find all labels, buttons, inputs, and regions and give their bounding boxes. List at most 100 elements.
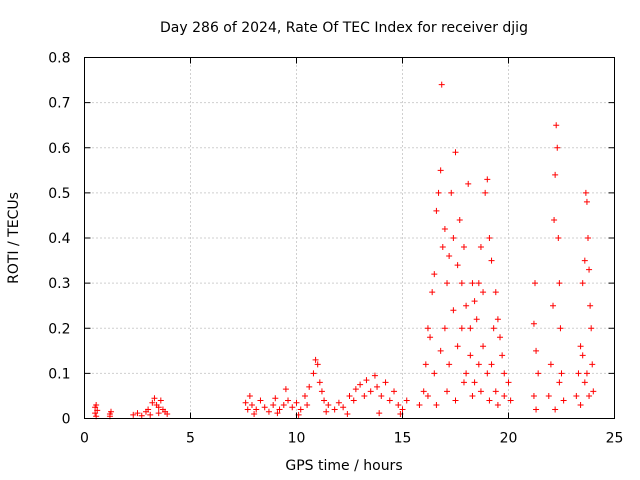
data-point bbox=[585, 235, 591, 241]
data-point bbox=[480, 343, 487, 350]
data-point bbox=[463, 302, 470, 309]
data-point bbox=[424, 392, 431, 399]
data-point bbox=[304, 401, 311, 408]
x-tick-label: 0 bbox=[80, 431, 89, 447]
data-point bbox=[367, 388, 374, 395]
data-point bbox=[289, 404, 296, 411]
data-point bbox=[386, 397, 393, 404]
data-point bbox=[437, 167, 444, 174]
x-axis-label: GPS time / hours bbox=[285, 458, 402, 474]
data-point bbox=[363, 377, 370, 384]
data-point bbox=[350, 397, 357, 404]
y-tick-label: 0.8 bbox=[48, 51, 70, 67]
data-point bbox=[552, 406, 559, 413]
data-point bbox=[361, 392, 368, 399]
data-point bbox=[94, 407, 101, 414]
data-point bbox=[488, 361, 495, 368]
data-point bbox=[282, 386, 289, 393]
data-point bbox=[157, 397, 164, 404]
data-point bbox=[494, 316, 501, 323]
grid-layer bbox=[84, 57, 615, 419]
data-point bbox=[325, 401, 332, 408]
data-point bbox=[297, 406, 304, 413]
data-point bbox=[460, 244, 467, 251]
data-point bbox=[314, 361, 321, 368]
data-point bbox=[482, 189, 489, 196]
data-point bbox=[557, 325, 564, 332]
data-point bbox=[486, 397, 493, 404]
data-point bbox=[589, 361, 596, 368]
data-point bbox=[450, 307, 457, 314]
data-point bbox=[452, 149, 459, 156]
data-point bbox=[145, 406, 152, 413]
data-point bbox=[395, 401, 402, 408]
data-point bbox=[475, 280, 482, 287]
data-point bbox=[469, 280, 476, 287]
data-point bbox=[242, 399, 249, 406]
data-point bbox=[93, 401, 100, 408]
data-point bbox=[439, 244, 446, 251]
data-point bbox=[579, 280, 586, 287]
data-point bbox=[475, 361, 482, 368]
data-point bbox=[246, 392, 253, 399]
data-point bbox=[244, 406, 251, 413]
data-point bbox=[253, 406, 260, 413]
data-point bbox=[151, 395, 158, 402]
data-point bbox=[376, 410, 383, 417]
data-point bbox=[583, 198, 590, 205]
data-point bbox=[441, 225, 448, 232]
x-tick-label: 25 bbox=[606, 431, 624, 447]
y-tick-label: 0 bbox=[62, 412, 71, 428]
data-point bbox=[130, 411, 137, 418]
data-point bbox=[312, 356, 319, 363]
data-point bbox=[155, 410, 162, 417]
data-point bbox=[371, 372, 378, 379]
data-point bbox=[467, 325, 474, 332]
data-point bbox=[471, 298, 478, 305]
data-point bbox=[403, 397, 410, 404]
data-point bbox=[494, 401, 501, 408]
data-point bbox=[416, 401, 423, 408]
data-point bbox=[446, 253, 453, 260]
data-point bbox=[431, 271, 438, 278]
data-point bbox=[444, 280, 451, 287]
data-point bbox=[456, 216, 463, 223]
data-point bbox=[444, 388, 451, 395]
data-point bbox=[553, 122, 560, 129]
data-point bbox=[301, 392, 308, 399]
data-point bbox=[352, 386, 359, 393]
data-point bbox=[346, 392, 353, 399]
data-point bbox=[446, 361, 453, 368]
x-tick-label: 10 bbox=[288, 431, 306, 447]
data-point bbox=[473, 316, 480, 323]
data-point bbox=[587, 302, 594, 309]
data-point bbox=[422, 361, 429, 368]
data-point bbox=[438, 81, 445, 88]
data-point bbox=[555, 235, 562, 241]
data-point bbox=[323, 408, 330, 415]
data-point bbox=[581, 257, 588, 264]
data-point bbox=[577, 343, 584, 350]
data-point bbox=[575, 370, 582, 377]
data-point bbox=[545, 392, 552, 399]
data-point bbox=[340, 404, 347, 411]
data-point bbox=[507, 397, 514, 404]
data-point bbox=[265, 408, 272, 415]
data-point bbox=[573, 392, 580, 399]
data-point bbox=[581, 379, 588, 386]
data-point bbox=[164, 410, 171, 417]
data-point bbox=[374, 383, 381, 390]
data-point bbox=[501, 370, 508, 377]
data-point bbox=[280, 401, 287, 408]
data-point bbox=[590, 388, 597, 395]
y-tick-label: 0.5 bbox=[48, 186, 70, 202]
data-point bbox=[155, 404, 162, 411]
data-point bbox=[497, 334, 504, 341]
data-point bbox=[556, 379, 563, 386]
data-point bbox=[477, 244, 484, 251]
data-point bbox=[492, 289, 499, 296]
data-point bbox=[424, 325, 431, 332]
data-point bbox=[310, 370, 317, 377]
data-point bbox=[251, 410, 258, 417]
data-point bbox=[448, 189, 455, 196]
